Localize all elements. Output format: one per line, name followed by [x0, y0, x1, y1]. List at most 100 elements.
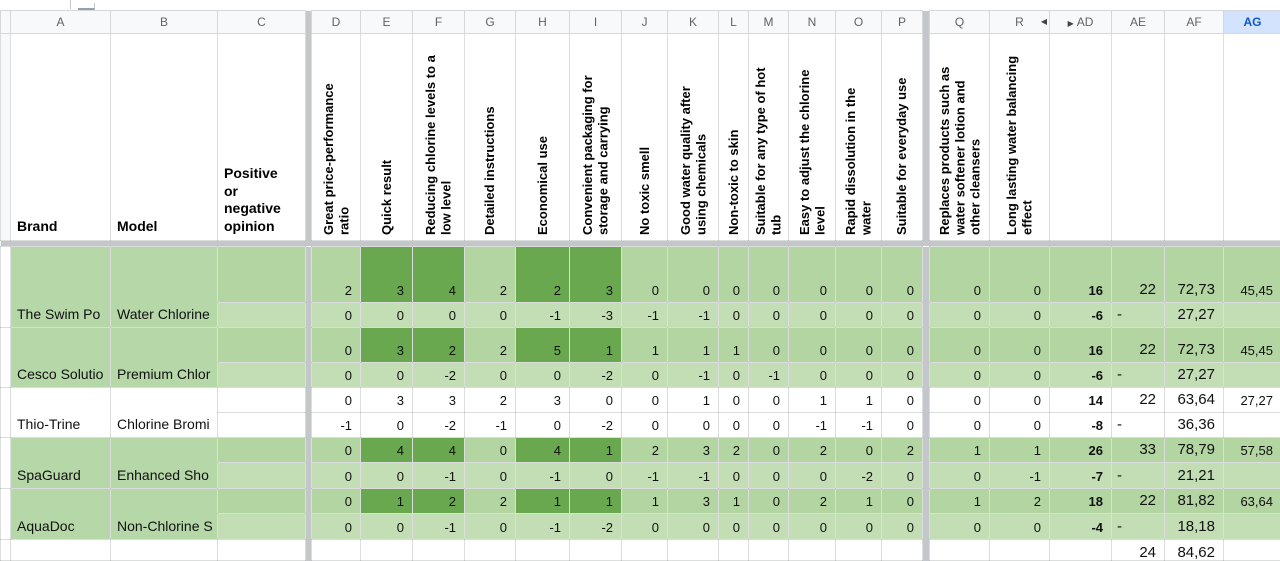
- grid-cell[interactable]: [465, 540, 516, 561]
- grid-cell[interactable]: 22: [1112, 388, 1165, 413]
- grid-cell[interactable]: -1: [413, 463, 465, 489]
- opinion-cell[interactable]: [218, 463, 306, 489]
- grid-cell[interactable]: 0: [570, 388, 622, 413]
- opinion-cell[interactable]: [218, 247, 306, 303]
- grid-cell[interactable]: [312, 540, 361, 561]
- grid-cell[interactable]: 2: [465, 388, 516, 413]
- grid-cell[interactable]: 18,18: [1165, 514, 1224, 540]
- criteria-header-cell-AG[interactable]: [1224, 34, 1280, 241]
- column-header-G[interactable]: G: [465, 11, 516, 34]
- grid-cell[interactable]: 0: [465, 303, 516, 328]
- header-model-cell[interactable]: Model: [111, 34, 218, 241]
- grid-cell[interactable]: 0: [668, 247, 719, 303]
- grid-cell[interactable]: 0: [882, 463, 923, 489]
- grid-cell[interactable]: -4: [1050, 514, 1112, 540]
- grid-cell[interactable]: 1: [668, 328, 719, 363]
- grid-cell[interactable]: -6: [1050, 363, 1112, 388]
- column-header-B[interactable]: B: [111, 11, 218, 34]
- grid-cell[interactable]: 63,64: [1165, 388, 1224, 413]
- grid-cell[interactable]: 14: [1050, 388, 1112, 413]
- brand-cell[interactable]: The Swim Po: [11, 247, 111, 328]
- criteria-header-cell-H[interactable]: Economical use: [516, 34, 570, 241]
- grid-cell[interactable]: 0: [465, 363, 516, 388]
- column-header-C[interactable]: C: [218, 11, 306, 34]
- criteria-header-cell-P[interactable]: Suitable for everyday use: [882, 34, 923, 241]
- grid-cell[interactable]: 2: [789, 489, 836, 514]
- criteria-header-cell-I[interactable]: Convenient packaging for storage and car…: [570, 34, 622, 241]
- criteria-header-cell-R[interactable]: Long lasting water balancing effect: [990, 34, 1050, 241]
- opinion-cell[interactable]: [218, 328, 306, 363]
- brand-cell[interactable]: SpaGuard: [11, 438, 111, 489]
- grid-cell[interactable]: [1050, 540, 1112, 561]
- grid-cell[interactable]: 2: [413, 328, 465, 363]
- grid-cell[interactable]: 0: [719, 413, 749, 438]
- grid-cell[interactable]: -: [1112, 303, 1165, 328]
- criteria-header-cell-K[interactable]: Good water quality after using chemicals: [668, 34, 719, 241]
- grid-cell[interactable]: -1: [622, 303, 668, 328]
- grid-cell[interactable]: 0: [719, 463, 749, 489]
- grid-cell[interactable]: 0: [930, 463, 990, 489]
- grid-cell[interactable]: -1: [465, 413, 516, 438]
- grid-cell[interactable]: 0: [990, 388, 1050, 413]
- grid-cell[interactable]: -1: [836, 413, 882, 438]
- grid-cell[interactable]: 3: [361, 247, 413, 303]
- grid-cell[interactable]: [622, 540, 668, 561]
- grid-cell[interactable]: 1: [789, 388, 836, 413]
- grid-cell[interactable]: 0: [882, 514, 923, 540]
- grid-cell[interactable]: 26: [1050, 438, 1112, 463]
- grid-cell[interactable]: 0: [570, 463, 622, 489]
- grid-cell[interactable]: 21,21: [1165, 463, 1224, 489]
- criteria-header-cell-L[interactable]: Non-toxic to skin: [719, 34, 749, 241]
- grid-cell[interactable]: [1224, 540, 1280, 561]
- grid-cell[interactable]: [1224, 413, 1280, 438]
- grid-cell[interactable]: 0: [413, 303, 465, 328]
- grid-cell[interactable]: 22: [1112, 247, 1165, 303]
- grid-cell[interactable]: -1: [516, 463, 570, 489]
- grid-cell[interactable]: 0: [361, 514, 413, 540]
- criteria-header-cell-J[interactable]: No toxic smell: [622, 34, 668, 241]
- brand-cell[interactable]: AquaDoc: [11, 489, 111, 540]
- column-header-R[interactable]: R◀: [990, 11, 1050, 34]
- grid-cell[interactable]: 78,79: [1165, 438, 1224, 463]
- grid-cell[interactable]: 0: [719, 303, 749, 328]
- grid-cell[interactable]: 0: [930, 328, 990, 363]
- grid-cell[interactable]: 3: [570, 247, 622, 303]
- grid-cell[interactable]: 0: [622, 363, 668, 388]
- grid-cell[interactable]: 0: [719, 514, 749, 540]
- grid-cell[interactable]: 1: [570, 438, 622, 463]
- grid-cell[interactable]: [413, 540, 465, 561]
- model-cell[interactable]: Premium Chlor: [111, 328, 218, 388]
- criteria-header-cell-M[interactable]: Suitable for any type of hot tub: [749, 34, 789, 241]
- model-cell[interactable]: Water Chlorine: [111, 247, 218, 328]
- grid-cell[interactable]: 63,64: [1224, 489, 1280, 514]
- grid-cell[interactable]: 72,73: [1165, 328, 1224, 363]
- grid-cell[interactable]: [1224, 303, 1280, 328]
- brand-cell[interactable]: Thio-Trine: [11, 388, 111, 438]
- grid-cell[interactable]: 2: [465, 247, 516, 303]
- grid-cell[interactable]: 0: [930, 413, 990, 438]
- grid-cell[interactable]: 0: [930, 363, 990, 388]
- grid-cell[interactable]: 0: [836, 363, 882, 388]
- grid-cell[interactable]: -: [1112, 514, 1165, 540]
- grid-cell[interactable]: 3: [516, 388, 570, 413]
- grid-cell[interactable]: -: [1112, 463, 1165, 489]
- grid-cell[interactable]: -8: [1050, 413, 1112, 438]
- grid-cell[interactable]: 0: [882, 388, 923, 413]
- grid-cell[interactable]: 0: [930, 388, 990, 413]
- grid-cell[interactable]: 0: [622, 388, 668, 413]
- grid-cell[interactable]: 0: [749, 413, 789, 438]
- grid-cell[interactable]: 0: [749, 438, 789, 463]
- brand-cell[interactable]: Cesco Solutio: [11, 328, 111, 388]
- column-header-D[interactable]: D: [312, 11, 361, 34]
- grid-cell[interactable]: 1: [719, 489, 749, 514]
- grid-cell[interactable]: [719, 540, 749, 561]
- header-opinion-cell[interactable]: Positive or negative opinion: [218, 34, 306, 241]
- grid-cell[interactable]: 45,45: [1224, 328, 1280, 363]
- grid-cell[interactable]: 0: [465, 514, 516, 540]
- column-header-AG[interactable]: AG: [1224, 11, 1280, 34]
- criteria-header-cell-D[interactable]: Great price-performance ratio: [312, 34, 361, 241]
- grid-cell[interactable]: 16: [1050, 328, 1112, 363]
- grid-cell[interactable]: 0: [789, 303, 836, 328]
- grid-cell[interactable]: -1: [789, 413, 836, 438]
- grid-cell[interactable]: 0: [749, 328, 789, 363]
